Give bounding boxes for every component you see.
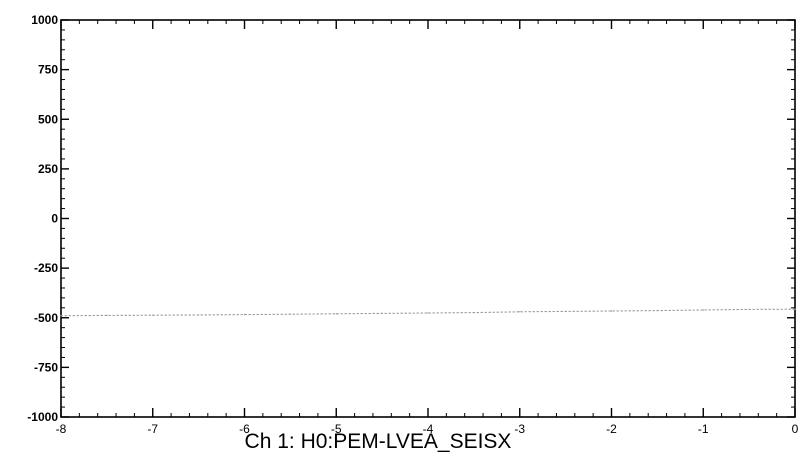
plot-frame	[60, 19, 796, 418]
data-point	[427, 312, 429, 314]
data-point	[60, 315, 62, 317]
y-tick-label: -250	[34, 261, 58, 275]
data-point	[519, 311, 521, 313]
y-tick-label: 0	[51, 212, 58, 226]
data-point	[381, 312, 383, 315]
x-tick-label: 0	[792, 422, 799, 436]
data-point	[473, 311, 475, 314]
series	[60, 308, 796, 317]
data-point	[152, 314, 154, 316]
y-tick-label: 750	[38, 63, 58, 77]
x-tick-label: -2	[606, 422, 617, 436]
data-point	[748, 308, 750, 311]
x-tick-label: -1	[698, 422, 709, 436]
series-line	[60, 308, 796, 317]
x-tick-label: -6	[239, 422, 250, 436]
data-point	[794, 308, 796, 310]
data-point	[243, 313, 246, 316]
y-tick-label: -750	[34, 360, 58, 374]
x-tick-label: -5	[331, 422, 342, 436]
x-tick-label: -7	[147, 422, 158, 436]
data-point	[656, 309, 659, 312]
data-point	[289, 313, 292, 315]
data-point	[610, 310, 613, 312]
chart-title: Ch 1: H0:PEM-LVEA_SEISX	[245, 430, 512, 453]
data-point	[106, 314, 108, 317]
data-point	[335, 313, 337, 315]
y-tick-label: -1000	[27, 410, 58, 424]
ticks: -1000 -750 -500 -250 0 250 500 750 1000 -8 -7 -6 -5 -…	[27, 13, 798, 436]
y-tick-label: 250	[38, 162, 58, 176]
y-tick-label: -500	[34, 311, 58, 325]
data-point	[564, 310, 567, 313]
x-tick-label: -4	[423, 422, 434, 436]
y-tick-label: 1000	[31, 13, 58, 27]
y-tick-label: 500	[38, 112, 58, 126]
data-point	[702, 309, 704, 311]
x-tick-label: -8	[56, 422, 67, 436]
data-point	[197, 314, 200, 316]
x-tick-label: -3	[514, 422, 525, 436]
